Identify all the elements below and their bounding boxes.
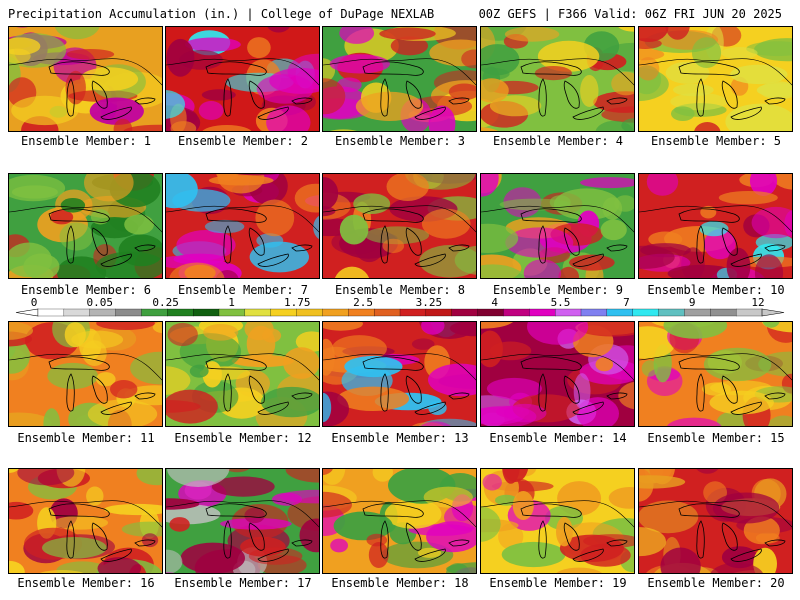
colorbar-swatch xyxy=(451,308,479,317)
ensemble-member-label: Ensemble Member: 20 xyxy=(647,576,785,590)
ensemble-member-label: Ensemble Member: 7 xyxy=(177,283,309,297)
ensemble-member-map xyxy=(8,26,163,132)
colorbar-swatch xyxy=(89,308,117,317)
ensemble-member-label: Ensemble Member: 13 xyxy=(331,431,469,445)
colorbar-swatch xyxy=(503,308,530,317)
ensemble-member-label: Ensemble Member: 8 xyxy=(334,283,466,297)
colorbar-swatch xyxy=(63,308,91,317)
ensemble-member-map xyxy=(322,321,477,427)
ensemble-member-map xyxy=(638,468,793,574)
ensemble-member-map xyxy=(165,26,320,132)
ensemble-member-map xyxy=(480,26,635,132)
ensemble-member-label: Ensemble Member: 4 xyxy=(492,134,624,148)
ensemble-member-label: Ensemble Member: 14 xyxy=(489,431,627,445)
ensemble-member-map xyxy=(480,173,635,279)
colorbar-swatch xyxy=(37,308,65,317)
ensemble-member-label: Ensemble Member: 6 xyxy=(20,283,152,297)
colorbar-swatch xyxy=(606,308,634,317)
colorbar-swatch xyxy=(735,308,763,317)
ensemble-member-label: Ensemble Member: 15 xyxy=(647,431,785,445)
colorbar-swatch xyxy=(477,308,504,317)
colorbar-tick-label: 0.25 xyxy=(152,296,179,309)
ensemble-member-label: Ensemble Member: 2 xyxy=(177,134,309,148)
colorbar-swatch xyxy=(580,308,608,317)
colorbar-max-arrow xyxy=(761,308,785,317)
ensemble-member-map xyxy=(8,321,163,427)
ensemble-member-map xyxy=(165,173,320,279)
ensemble-member-map xyxy=(480,321,635,427)
ensemble-member-map xyxy=(322,468,477,574)
ensemble-member-map xyxy=(638,26,793,132)
ensemble-member-label: Ensemble Member: 5 xyxy=(650,134,782,148)
colorbar-swatch xyxy=(348,308,375,317)
colorbar-swatch xyxy=(192,308,220,317)
model-run-info: 00Z GEFS | F366 Valid: 06Z FRI JUN 20 20… xyxy=(478,7,782,21)
ensemble-member-label: Ensemble Member: 3 xyxy=(334,134,466,148)
colorbar-tick-label: 12 xyxy=(751,296,764,309)
colorbar-swatch xyxy=(296,308,323,317)
colorbar-swatch xyxy=(270,308,298,317)
ensemble-member-label: Ensemble Member: 10 xyxy=(647,283,785,297)
ensemble-member-label: Ensemble Member: 9 xyxy=(492,283,624,297)
colorbar-swatch xyxy=(710,308,737,317)
map-title: Precipitation Accumulation (in.) | Colle… xyxy=(8,7,435,21)
colorbar-swatch xyxy=(554,308,582,317)
colorbar-swatch xyxy=(141,308,168,317)
colorbar-tick-label: 5.5 xyxy=(551,296,571,309)
colorbar-swatch xyxy=(115,308,142,317)
colorbar-swatch xyxy=(167,308,194,317)
colorbar-swatch xyxy=(632,308,660,317)
ensemble-member-map xyxy=(8,468,163,574)
ensemble-member-label: Ensemble Member: 19 xyxy=(489,576,627,590)
colorbar-tick-label: 1.75 xyxy=(284,296,311,309)
colorbar-swatch xyxy=(218,308,246,317)
ensemble-member-label: Ensemble Member: 16 xyxy=(17,576,155,590)
colorbar-swatch xyxy=(684,308,711,317)
ensemble-member-map xyxy=(322,26,477,132)
ensemble-member-label: Ensemble Member: 12 xyxy=(174,431,312,445)
colorbar-swatch xyxy=(425,308,453,317)
colorbar-swatch xyxy=(322,308,349,317)
colorbar-tick-label: 9 xyxy=(689,296,696,309)
colorbar-swatch xyxy=(658,308,685,317)
ensemble-member-map xyxy=(8,173,163,279)
colorbar-tick-label: 2.5 xyxy=(353,296,373,309)
colorbar-tick-label: 1 xyxy=(228,296,235,309)
ensemble-member-map xyxy=(165,321,320,427)
ensemble-member-map xyxy=(480,468,635,574)
colorbar-min-arrow xyxy=(15,308,39,317)
colorbar-tick-label: 3.25 xyxy=(416,296,443,309)
colorbar-swatch xyxy=(529,308,556,317)
ensemble-member-label: Ensemble Member: 17 xyxy=(174,576,312,590)
colorbar-swatch xyxy=(373,308,401,317)
colorbar-tick-label: 0.05 xyxy=(87,296,114,309)
ensemble-member-label: Ensemble Member: 18 xyxy=(331,576,469,590)
ensemble-member-map xyxy=(322,173,477,279)
ensemble-member-map xyxy=(638,321,793,427)
colorbar-swatch xyxy=(399,308,427,317)
ensemble-member-map xyxy=(165,468,320,574)
colorbar-swatch xyxy=(244,308,272,317)
colorbar-tick-label: 4 xyxy=(491,296,498,309)
colorbar-tick-label: 0 xyxy=(31,296,38,309)
ensemble-member-label: Ensemble Member: 1 xyxy=(20,134,152,148)
ensemble-member-label: Ensemble Member: 11 xyxy=(17,431,155,445)
precip-colorbar: 0 0.05 0.25 1 1.75 2.5 3.25 4 5.5 7 9 12 xyxy=(15,296,785,317)
ensemble-member-map xyxy=(638,173,793,279)
colorbar-tick-label: 7 xyxy=(623,296,630,309)
